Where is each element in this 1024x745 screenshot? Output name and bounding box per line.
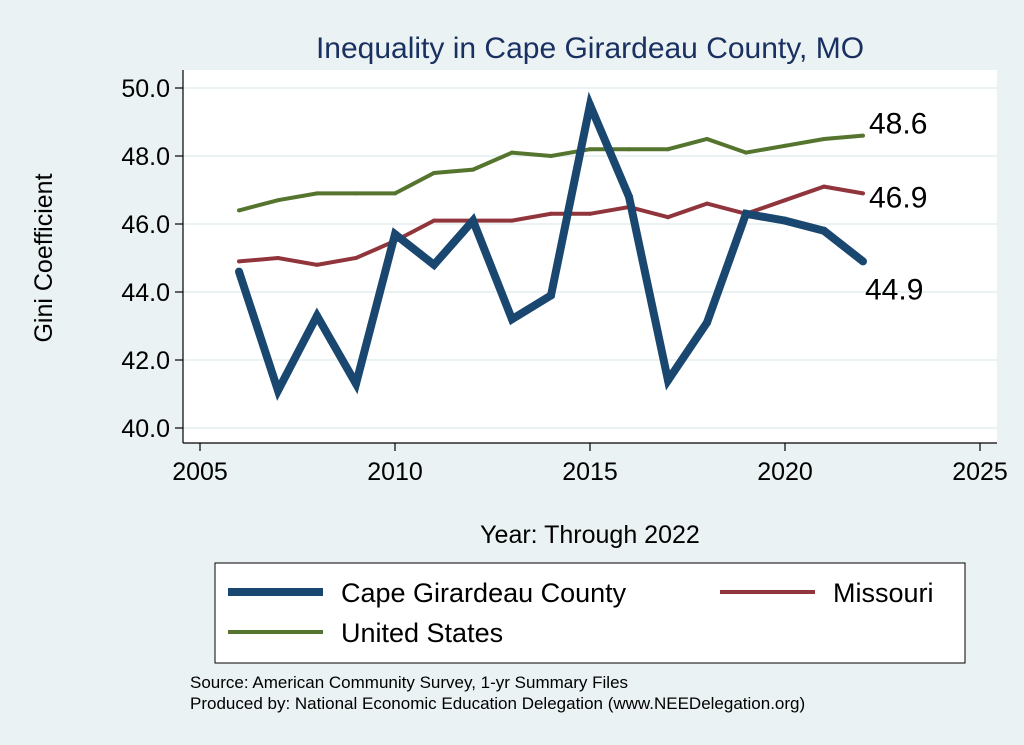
end-labels: 44.9 46.9 48.6	[865, 108, 927, 307]
source-line-2: Produced by: National Economic Education…	[190, 694, 805, 713]
data-point	[781, 216, 789, 225]
data-point	[313, 311, 321, 320]
legend-label-cape-girardeau-county: Cape Girardeau County	[341, 578, 627, 608]
source-line-1: Source: American Community Survey, 1-yr …	[190, 673, 628, 692]
end-label-united-states: 48.6	[869, 108, 927, 141]
data-point	[588, 211, 592, 216]
data-point	[783, 198, 787, 203]
data-point	[354, 191, 358, 196]
legend-label-missouri: Missouri	[833, 578, 934, 608]
y-tick-label: 40.0	[121, 415, 170, 443]
data-point	[237, 208, 241, 213]
data-point	[432, 171, 436, 175]
y-tick-label: 44.0	[121, 279, 170, 307]
data-point	[432, 218, 436, 223]
x-axis: 2005 2010 2015 2020 2025	[172, 443, 1008, 486]
data-point	[822, 184, 826, 189]
data-point	[315, 191, 319, 196]
chart-title: Inequality in Cape Girardeau County, MO	[316, 32, 864, 65]
data-point	[235, 267, 243, 276]
data-point	[861, 191, 865, 196]
x-axis-title: Year: Through 2022	[480, 521, 700, 549]
x-tick-label: 2020	[757, 458, 813, 486]
data-point	[510, 150, 514, 155]
series-lines	[235, 91, 867, 401]
legend-box	[214, 562, 966, 664]
y-tick-label: 46.0	[121, 211, 170, 239]
data-point	[820, 226, 828, 235]
data-point	[391, 230, 399, 239]
end-label-missouri: 46.9	[869, 181, 927, 214]
data-point	[276, 198, 280, 203]
data-point	[430, 260, 438, 269]
legend-label-united-states: United States	[341, 618, 503, 648]
data-point	[276, 256, 280, 260]
y-axis-title: Gini Coefficient	[30, 173, 58, 342]
data-point	[861, 133, 865, 138]
legend: Cape Girardeau County Missouri United Stat…	[228, 578, 934, 648]
data-point	[859, 257, 867, 266]
grid-lines	[183, 87, 997, 429]
data-point	[469, 216, 477, 225]
data-point	[352, 379, 360, 388]
data-point	[237, 259, 241, 264]
y-tick-label: 42.0	[121, 347, 170, 375]
data-point	[393, 191, 397, 196]
data-point	[354, 256, 358, 260]
data-point	[547, 291, 555, 300]
data-point	[471, 167, 475, 172]
data-point	[664, 376, 672, 385]
data-point	[783, 143, 787, 148]
data-point	[549, 211, 553, 216]
end-label-cape-girardeau-county: 44.9	[865, 273, 923, 306]
data-point	[588, 147, 592, 152]
x-tick-label: 2015	[562, 458, 618, 486]
data-point	[703, 318, 711, 327]
x-tick-label: 2005	[172, 458, 228, 486]
data-point	[274, 386, 282, 395]
data-point	[705, 201, 709, 206]
data-point	[549, 154, 553, 158]
data-point	[666, 215, 670, 220]
data-point	[627, 147, 631, 152]
data-point	[744, 150, 748, 155]
y-tick-label: 48.0	[121, 143, 170, 171]
y-tick-label: 50.0	[121, 75, 170, 103]
data-point	[508, 315, 516, 324]
data-point	[742, 209, 750, 218]
data-point	[705, 137, 709, 141]
data-point	[822, 137, 826, 141]
data-point	[666, 147, 670, 152]
data-point	[510, 218, 514, 223]
data-point	[625, 192, 633, 201]
data-point	[586, 101, 594, 109]
y-axis: 40.0 42.0 44.0 46.0 48.0 50.0	[121, 75, 183, 443]
x-tick-label: 2025	[952, 458, 1008, 486]
data-point	[315, 262, 319, 267]
x-tick-label: 2010	[367, 458, 423, 486]
